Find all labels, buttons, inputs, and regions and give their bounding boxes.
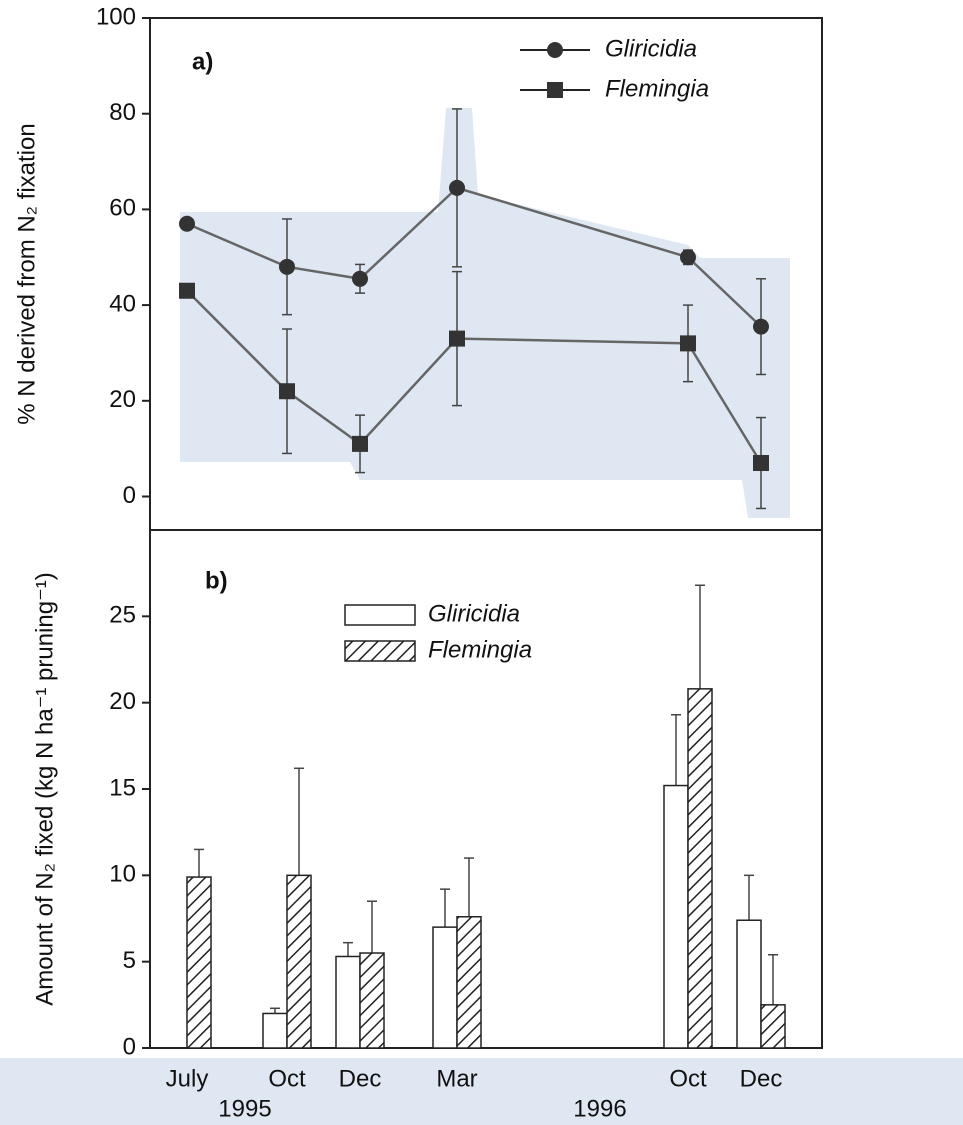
marker [279, 383, 295, 400]
marker [753, 455, 769, 472]
legend-marker [547, 42, 563, 58]
label-band [0, 1058, 963, 1125]
series-line [186, 289, 763, 464]
legend-marker [547, 82, 563, 98]
series-line [186, 186, 762, 328]
y-axis-label: Amount of N₂ fixed (kg N ha⁻¹ pruning⁻¹) [31, 572, 58, 1006]
highlight [180, 108, 790, 518]
bar [760, 1004, 786, 1049]
y-tick-label: 100 [96, 3, 136, 30]
bar [663, 784, 689, 1049]
legend-label: Gliricidia [605, 35, 697, 62]
x-tick-label: Oct [669, 1065, 707, 1092]
y-tick-label: 80 [109, 99, 136, 126]
legend-swatch [344, 640, 416, 662]
marker [352, 270, 368, 287]
marker [352, 435, 368, 452]
legend-swatch [344, 604, 416, 626]
bar [432, 926, 458, 1049]
marker [279, 258, 295, 275]
year-label: 1995 [218, 1095, 271, 1122]
bar [286, 874, 312, 1049]
x-tick-label: Dec [339, 1065, 382, 1092]
y-tick-label: 5 [123, 947, 136, 974]
year-label: 1996 [573, 1095, 626, 1122]
panel-label: a) [192, 48, 213, 75]
legend-label: Flemingia [428, 636, 532, 663]
bar [335, 955, 361, 1049]
bar [687, 688, 713, 1049]
y-tick-label: 10 [109, 861, 136, 888]
y-tick-label: 20 [109, 386, 136, 413]
y-axis-label: % N derived from N₂ fixation [13, 123, 40, 424]
y-tick-label: 15 [109, 774, 136, 801]
y-tick-label: 20 [109, 688, 136, 715]
legend-label: Flemingia [605, 75, 709, 102]
y-tick-label: 40 [109, 290, 136, 317]
x-tick-label: July [166, 1065, 209, 1092]
bar [456, 916, 482, 1049]
marker [753, 318, 769, 335]
x-tick-label: Dec [740, 1065, 783, 1092]
x-tick-label: Mar [436, 1065, 477, 1092]
y-tick-label: 0 [123, 482, 136, 509]
x-tick-label: Oct [268, 1065, 306, 1092]
panel-label: b) [205, 567, 228, 594]
y-tick-label: 25 [109, 602, 136, 629]
bar [359, 952, 385, 1049]
marker [680, 335, 696, 352]
marker [449, 179, 465, 196]
y-tick-label: 0 [123, 1033, 136, 1060]
marker [449, 330, 465, 347]
marker [179, 282, 195, 299]
y-tick-label: 60 [109, 195, 136, 222]
bar [736, 919, 762, 1049]
marker [680, 249, 696, 266]
marker [179, 215, 195, 232]
bar [186, 876, 212, 1049]
legend-label: Gliricidia [428, 600, 520, 627]
bar [262, 1012, 288, 1049]
